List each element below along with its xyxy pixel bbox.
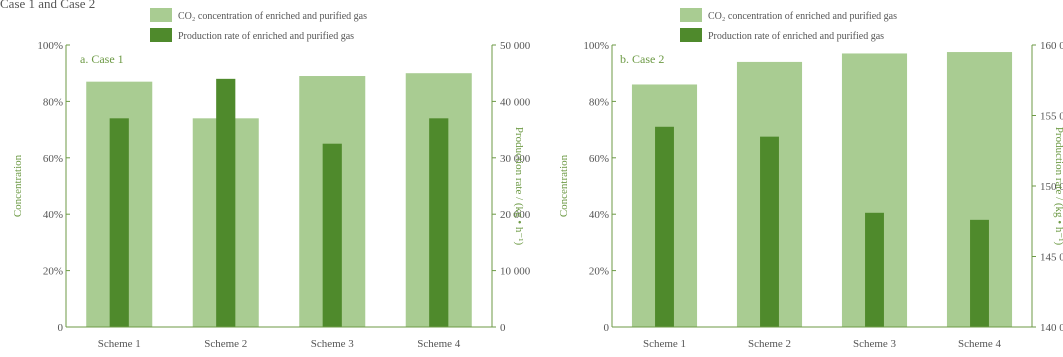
category-label: Scheme 3 bbox=[311, 338, 355, 350]
chart-panel-case-2: 0 20% 40% 60% 80% 100% 140 000 145 000 150 000 15… bbox=[532, 0, 1063, 357]
right-tick-label: 160 000 bbox=[1040, 40, 1063, 52]
legend-label-production: Production rate of enriched and purified… bbox=[178, 31, 354, 42]
category-label: Scheme 2 bbox=[748, 338, 791, 350]
left-tick-label: 20% bbox=[43, 266, 63, 278]
left-tick-label: 100% bbox=[37, 40, 63, 52]
right-tick-label: 30 000 bbox=[500, 153, 531, 165]
production-bar bbox=[322, 143, 342, 327]
legend-swatch-concentration bbox=[680, 8, 702, 22]
right-axis-title: Production rate / (kg • h⁻¹) bbox=[513, 127, 525, 246]
right-tick-label: 150 000 bbox=[1040, 181, 1063, 193]
right-tick-label: 20 000 bbox=[500, 209, 531, 221]
legend-label-concentration: CO₂ concentration of enriched and purifi… bbox=[708, 11, 897, 22]
legend-swatch-production bbox=[680, 28, 702, 42]
right-tick-label: 140 000 bbox=[1040, 322, 1063, 334]
left-tick-label: 40% bbox=[589, 209, 609, 221]
legend-swatch-concentration bbox=[150, 8, 172, 22]
panel-label: b. Case 2 bbox=[620, 52, 664, 66]
right-tick-label: 50 000 bbox=[500, 40, 531, 52]
category-label: Scheme 1 bbox=[98, 338, 141, 350]
panel-label: a. Case 1 bbox=[80, 52, 124, 66]
left-tick-label: 20% bbox=[589, 266, 609, 278]
category-label: Scheme 1 bbox=[643, 338, 686, 350]
right-tick-label: 10 000 bbox=[500, 266, 531, 278]
chart-svg-case-2: 0 20% 40% 60% 80% 100% 140 000 145 000 150 000 15… bbox=[558, 8, 1063, 350]
chart-panel-case-1: 0 20% 40% 60% 80% 100% 0 10 000 20 000 30 000 40 0… bbox=[0, 0, 531, 357]
left-tick-label: 80% bbox=[589, 96, 609, 108]
right-tick-label: 40 000 bbox=[500, 96, 531, 108]
left-tick-label: 40% bbox=[43, 209, 63, 221]
category-label: Scheme 2 bbox=[204, 338, 247, 350]
right-tick-label: 155 000 bbox=[1040, 111, 1063, 123]
legend-label-production: Production rate of enriched and purified… bbox=[708, 31, 884, 42]
left-tick-label: 100% bbox=[583, 40, 609, 52]
left-tick-label: 0 bbox=[604, 322, 610, 334]
category-label: Scheme 4 bbox=[958, 338, 1002, 350]
right-tick-label: 145 000 bbox=[1040, 252, 1063, 264]
left-tick-label: 0 bbox=[58, 322, 64, 334]
right-axis-title: Production rate / (kg • h⁻¹) bbox=[1053, 127, 1063, 246]
right-tick-label: 0 bbox=[500, 322, 506, 334]
category-label: Scheme 3 bbox=[853, 338, 897, 350]
header-fragment: Case 1 and Case 2 bbox=[0, 0, 96, 11]
production-bar bbox=[865, 212, 884, 327]
left-axis-title: Concentration bbox=[12, 154, 24, 217]
left-tick-label: 60% bbox=[43, 153, 63, 165]
production-bar bbox=[970, 219, 989, 327]
production-bar bbox=[216, 78, 236, 327]
left-tick-label: 60% bbox=[589, 153, 609, 165]
category-label: Scheme 4 bbox=[417, 338, 461, 350]
production-bar bbox=[109, 118, 129, 327]
production-bar bbox=[429, 118, 449, 327]
legend-label-concentration: CO₂ concentration of enriched and purifi… bbox=[178, 11, 367, 22]
left-axis-title: Concentration bbox=[558, 154, 570, 217]
legend-swatch-production bbox=[150, 28, 172, 42]
production-bar bbox=[760, 136, 779, 327]
left-tick-label: 80% bbox=[43, 96, 63, 108]
production-bar bbox=[655, 126, 674, 327]
chart-svg-case-1: 0 20% 40% 60% 80% 100% 0 10 000 20 000 30 000 40 0… bbox=[12, 8, 531, 350]
